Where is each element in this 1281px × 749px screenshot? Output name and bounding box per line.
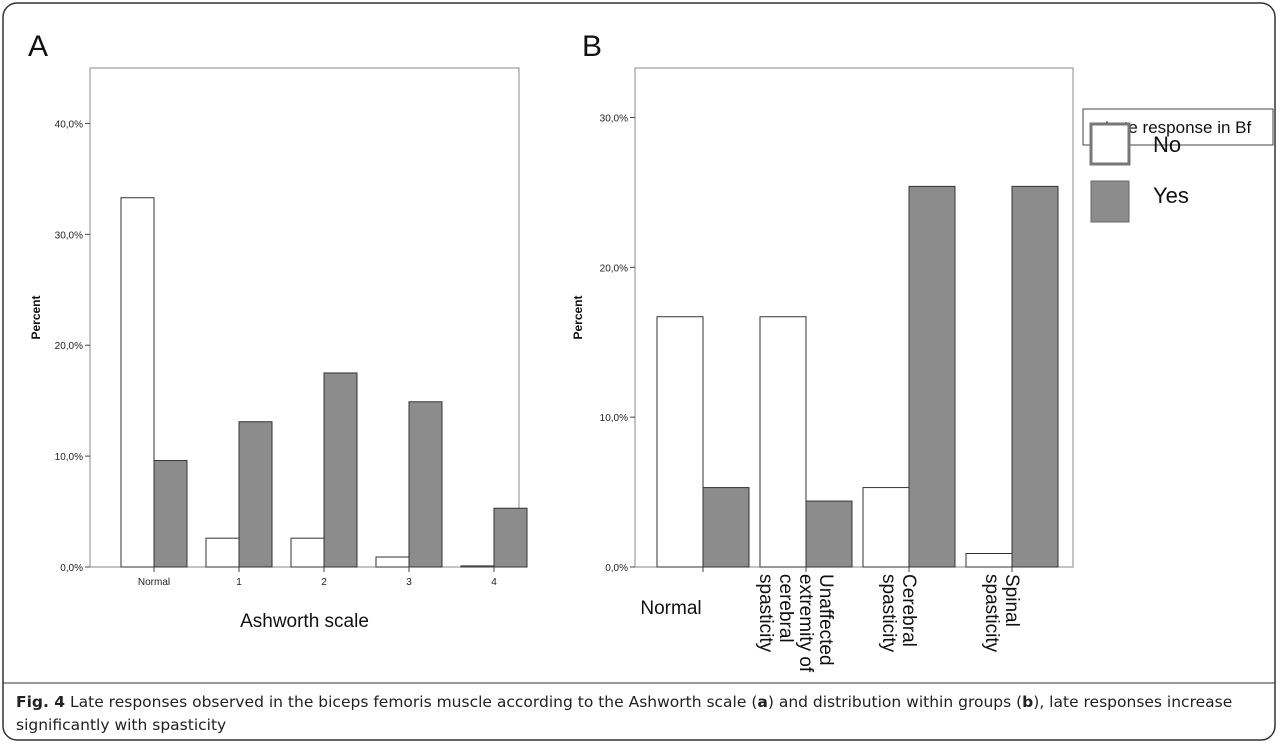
chart-b-bar-no-2: [862, 487, 910, 568]
chart-b: 0,0% 10,0% 20,0% 30,0% Percent Normal spastici…: [571, 67, 1074, 673]
figure-caption: Fig. 4 Late responses observed in the bi…: [16, 691, 1256, 737]
chart-b-ytick-label: 20,0%: [600, 263, 628, 274]
chart-b-xtick-label: spasticity: [878, 574, 899, 653]
legend-title: Late response in Bf: [1105, 118, 1252, 137]
chart-a-bar-no-1: [205, 537, 240, 568]
chart-b-xtick-label: spasticity: [755, 574, 776, 653]
chart-b-xtick-label: spasticity: [981, 574, 1002, 653]
chart-a-bar-yes-0: [153, 460, 188, 568]
legend-swatch-no: [1089, 122, 1131, 166]
chart-a-bar-yes-1: [238, 421, 273, 568]
chart-b-ytick-label: 0,0%: [605, 563, 628, 574]
chart-b-xtick-label: cerebral: [775, 574, 796, 643]
chart-a-xtick-label: 4: [491, 577, 497, 588]
chart-a-bar-yes-2: [323, 372, 358, 568]
caption-text-3: ), late responses increase significantly…: [16, 693, 1233, 734]
chart-a-xtick-label: 3: [406, 577, 412, 588]
chart-b-xtick-label: Unaffected: [815, 574, 836, 666]
chart-a: 0,0% 10,0% 20,0% 30,0% 40,0% Percent Normal 1 2 3…: [29, 67, 528, 632]
chart-a-bar-no-3: [375, 556, 410, 568]
chart-a-xlabel: Ashworth scale: [240, 611, 369, 632]
chart-a-xtick-label: 2: [321, 577, 327, 588]
chart-b-xtick-label: Cerebral: [898, 574, 919, 647]
panel-letter-a: A: [28, 30, 48, 63]
chart-a-ytick-label: 40,0%: [55, 119, 83, 130]
chart-b-xtick-label: Normal: [640, 598, 701, 619]
chart-b-bar-yes-0: [702, 487, 750, 568]
chart-a-bar-yes-4: [493, 507, 528, 568]
chart-b-xtick-label: Spinal: [1001, 574, 1022, 627]
chart-a-xtick-label: 1: [236, 577, 242, 588]
chart-a-bar-no-4: [460, 565, 495, 568]
chart-b-plot-area: [634, 67, 1074, 568]
chart-a-bar-yes-3: [408, 401, 443, 568]
chart-b-bar-no-3: [965, 553, 1013, 568]
chart-b-bar-no-0: [656, 316, 704, 568]
chart-a-ytick-label: 30,0%: [55, 230, 83, 241]
chart-a-ytick-label: 0,0%: [60, 563, 83, 574]
chart-b-ytick-label: 30,0%: [600, 113, 628, 124]
legend-label-no: No: [1153, 132, 1181, 157]
caption-ref-b: b: [1022, 693, 1034, 711]
legend-label-yes: Yes: [1153, 183, 1189, 208]
chart-b-bar-no-1: [759, 316, 807, 568]
chart-b-bar-yes-2: [908, 185, 956, 568]
chart-b-bar-yes-3: [1011, 185, 1059, 568]
chart-b-bar-yes-1: [805, 500, 853, 568]
chart-a-ylabel: Percent: [29, 295, 43, 339]
caption-ref-a: a: [757, 693, 768, 711]
chart-b-xtick-label: extremity of: [795, 574, 816, 673]
chart-a-bar-no-0: [120, 197, 155, 568]
legend: Late response in Bf No Yes: [1082, 108, 1274, 223]
chart-b-ylabel: Percent: [571, 295, 585, 339]
panel-letter-b: B: [582, 30, 602, 63]
chart-a-bar-no-2: [290, 537, 325, 568]
caption-fig-label: Fig. 4: [16, 693, 66, 711]
legend-swatch-yes: [1090, 180, 1130, 223]
chart-a-xtick-label: Normal: [138, 577, 170, 588]
chart-b-ytick-label: 10,0%: [600, 413, 628, 424]
chart-a-ytick-label: 20,0%: [55, 341, 83, 352]
caption-text-1: Late responses observed in the biceps fe…: [65, 693, 758, 711]
chart-a-ytick-label: 10,0%: [55, 452, 83, 463]
caption-text-2: ) and distribution within groups (: [767, 693, 1023, 711]
